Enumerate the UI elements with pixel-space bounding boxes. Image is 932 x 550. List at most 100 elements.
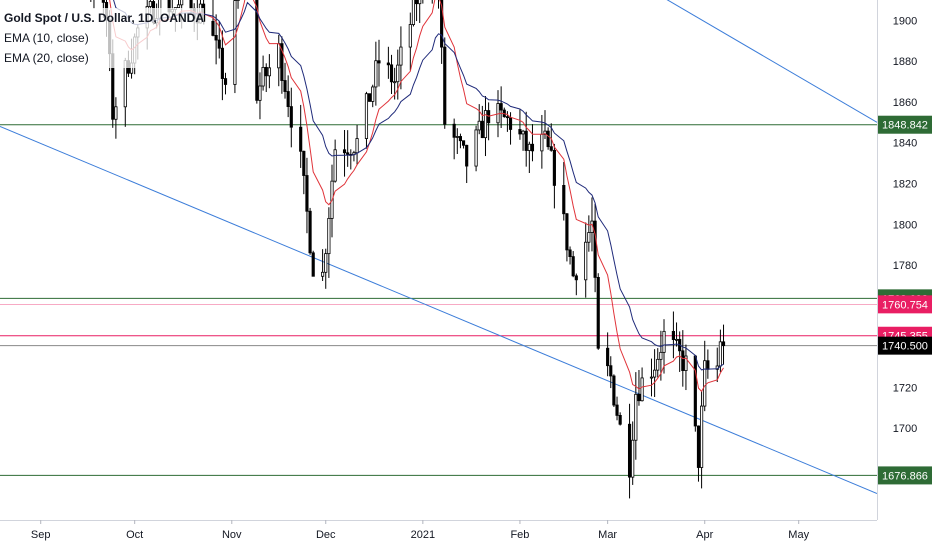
candle-body bbox=[280, 43, 284, 81]
y-tick-label: 1800 bbox=[893, 219, 917, 231]
candle-body bbox=[674, 338, 679, 341]
x-tick-label: Feb bbox=[510, 529, 529, 541]
candle-body bbox=[399, 46, 403, 66]
x-tick-label: Sep bbox=[31, 529, 51, 541]
candle-body bbox=[305, 175, 309, 212]
candle-body bbox=[277, 43, 281, 69]
time-axis[interactable]: Sep Oct Nov Dec 2021 Feb Mar Apr May bbox=[31, 520, 810, 541]
candle-body bbox=[311, 252, 315, 277]
candle-body bbox=[333, 149, 337, 182]
plot-area bbox=[0, 0, 877, 499]
candle-body bbox=[396, 64, 400, 83]
candle-body bbox=[627, 423, 632, 478]
y-tick-label: 1880 bbox=[893, 56, 917, 68]
candle-body bbox=[458, 136, 462, 142]
candle-body bbox=[562, 185, 566, 215]
candle-body bbox=[684, 355, 688, 371]
candle-body bbox=[389, 64, 394, 83]
candle-body bbox=[289, 106, 293, 128]
y-tick-label: 1860 bbox=[893, 97, 917, 109]
chart-legend: Gold Spot / U.S. Dollar, 1D, OANDA EMA (… bbox=[4, 8, 205, 68]
candle-body bbox=[496, 103, 500, 124]
candle-body bbox=[377, 60, 381, 64]
candle-body bbox=[505, 116, 509, 119]
x-tick-label: 2021 bbox=[411, 529, 435, 541]
candle-body bbox=[327, 217, 331, 255]
x-tick-label: Apr bbox=[696, 529, 713, 541]
candle-body bbox=[286, 91, 290, 107]
candle-body bbox=[618, 415, 622, 425]
candle-body bbox=[640, 377, 644, 402]
candle-body bbox=[671, 330, 675, 340]
candle-body bbox=[662, 330, 666, 353]
candle-body bbox=[408, 24, 412, 48]
candle-body bbox=[324, 253, 328, 273]
x-tick-label: May bbox=[788, 529, 809, 541]
x-tick-label: Mar bbox=[598, 529, 617, 541]
candle-body bbox=[308, 210, 312, 254]
candle-body bbox=[474, 129, 478, 167]
y-tick-label: 1820 bbox=[893, 179, 917, 191]
price-label-text: 1676.866 bbox=[882, 470, 928, 482]
candle-body bbox=[342, 149, 347, 154]
candle-body bbox=[255, 0, 259, 101]
candle-body bbox=[440, 0, 444, 48]
candle-body bbox=[302, 150, 306, 176]
candle-body bbox=[606, 347, 610, 367]
candle-body bbox=[223, 78, 228, 85]
price-label-badge bbox=[878, 115, 932, 134]
candle-body bbox=[346, 152, 350, 155]
legend-symbol[interactable]: Gold Spot / U.S. Dollar, 1D, OANDA bbox=[4, 11, 205, 25]
candle-body bbox=[261, 66, 265, 87]
candle-body bbox=[415, 0, 419, 5]
candle-body bbox=[465, 144, 469, 167]
legend-ema20[interactable]: EMA (20, close) bbox=[4, 51, 89, 65]
candle-body bbox=[236, 0, 240, 2]
price-axis[interactable]: 1700172017401760178018001820184018601880… bbox=[878, 15, 932, 485]
candle-body bbox=[220, 47, 224, 79]
candle-body bbox=[696, 425, 701, 468]
candle-body bbox=[568, 249, 572, 258]
candle-body bbox=[524, 130, 528, 151]
y-tick-label: 1900 bbox=[893, 15, 917, 27]
candle-body bbox=[637, 393, 641, 402]
x-tick-label: Dec bbox=[316, 529, 336, 541]
candle-body bbox=[148, 1, 152, 7]
y-tick-label: 1720 bbox=[893, 382, 917, 394]
candle-body bbox=[355, 138, 359, 154]
candle-body bbox=[593, 220, 597, 278]
candle-body bbox=[368, 93, 372, 102]
channel-trend-line bbox=[666, 0, 877, 123]
candle-body bbox=[214, 35, 218, 41]
candle-body bbox=[574, 275, 578, 281]
candle-body bbox=[681, 350, 685, 371]
price-label-text: 1760.754 bbox=[882, 299, 928, 311]
candle-body bbox=[571, 256, 575, 277]
candle-body bbox=[233, 0, 237, 85]
candle-body bbox=[549, 146, 553, 151]
price-label-text: 1740.500 bbox=[882, 341, 928, 353]
x-tick-label: Oct bbox=[126, 529, 143, 541]
candle-body bbox=[499, 103, 503, 111]
x-tick-label: Nov bbox=[222, 529, 242, 541]
candle-body bbox=[418, 0, 422, 5]
price-label-badge bbox=[878, 466, 932, 485]
candle-body bbox=[114, 106, 118, 120]
candle-body bbox=[267, 67, 271, 77]
candle-body bbox=[659, 351, 663, 360]
candle-body bbox=[693, 355, 697, 427]
candle-body bbox=[596, 276, 600, 349]
candle-body bbox=[386, 62, 390, 66]
price-label-text: 1848.842 bbox=[882, 120, 928, 132]
candle-body bbox=[443, 46, 447, 125]
candle-body bbox=[217, 39, 221, 49]
y-tick-label: 1700 bbox=[893, 423, 917, 435]
candle-body bbox=[634, 393, 638, 441]
candle-body bbox=[552, 149, 556, 186]
candle-body bbox=[587, 232, 591, 243]
y-tick-label: 1780 bbox=[893, 260, 917, 272]
candle-body bbox=[393, 81, 397, 84]
legend-ema10[interactable]: EMA (10, close) bbox=[4, 31, 89, 45]
price-label-badge bbox=[878, 336, 932, 355]
